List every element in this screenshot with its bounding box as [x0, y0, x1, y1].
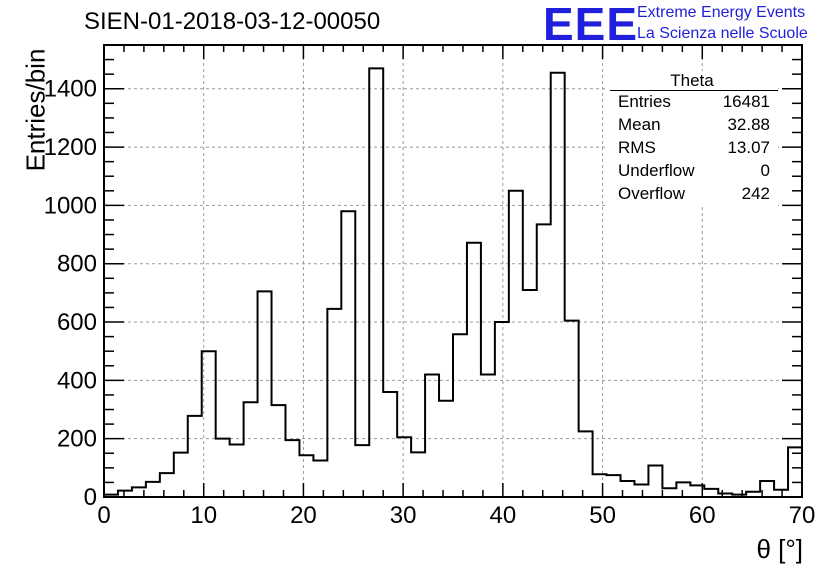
y-tick-label: 1400: [44, 76, 97, 103]
statistics-box: Theta Entries 16481 Mean 32.88 RMS 13.07…: [606, 71, 778, 206]
x-tick-label: 70: [789, 502, 816, 529]
x-tick-label: 40: [490, 502, 517, 529]
plot-frame: [103, 44, 803, 498]
stats-divider: [610, 90, 778, 91]
stats-row-rms: RMS 13.07: [618, 138, 770, 161]
stat-value: 13.07: [727, 138, 770, 157]
stat-value: 0: [760, 161, 770, 180]
stats-row-overflow: Overflow 242: [618, 184, 770, 207]
stats-title: Theta: [670, 71, 714, 90]
stat-name: Overflow: [618, 184, 686, 203]
stat-name: Mean: [618, 115, 661, 134]
chart-title: SIEN-01-2018-03-12-00050: [84, 8, 381, 35]
eee-logo: EEE: [543, 0, 639, 50]
y-axis-tick-labels: 0 200 400 600 800 1000 1200 1400: [44, 76, 97, 511]
histogram-outline: [103, 67, 803, 497]
logo-caption-line1: Extreme Energy Events: [637, 4, 806, 21]
x-tick-label: 20: [290, 502, 317, 529]
stat-name: Entries: [618, 92, 671, 111]
x-axis-label: θ [°]: [756, 534, 803, 564]
stat-value: 16481: [722, 92, 770, 111]
x-tick-label: 10: [190, 502, 217, 529]
x-axis-ticks: [103, 45, 803, 497]
x-tick-label: 50: [589, 502, 616, 529]
y-tick-label: 0: [84, 484, 97, 511]
y-tick-label: 800: [57, 251, 97, 278]
x-tick-label: 30: [390, 502, 417, 529]
y-tick-label: 200: [57, 426, 97, 453]
y-axis-ticks: [104, 44, 802, 498]
y-tick-label: 600: [57, 309, 97, 336]
y-tick-label: 400: [57, 367, 97, 394]
stat-value: 32.88: [727, 115, 770, 134]
stats-row-entries: Entries 16481: [618, 92, 770, 115]
stats-row-underflow: Underflow 0: [618, 161, 770, 184]
stat-name: Underflow: [618, 161, 695, 180]
x-tick-label: 60: [689, 502, 716, 529]
stats-row-mean: Mean 32.88: [618, 115, 770, 138]
y-axis-label: Entries/bin: [20, 48, 51, 172]
x-tick-label: 0: [97, 502, 110, 529]
stat-name: RMS: [618, 138, 656, 157]
y-tick-label: 1200: [44, 134, 97, 161]
logo-caption-line2: La Scienza nelle Scuole: [637, 25, 808, 42]
x-axis-tick-labels: 0 10 20 30 40 50 60 70: [97, 502, 815, 529]
stat-value: 242: [741, 184, 770, 203]
y-tick-label: 1000: [44, 192, 97, 219]
